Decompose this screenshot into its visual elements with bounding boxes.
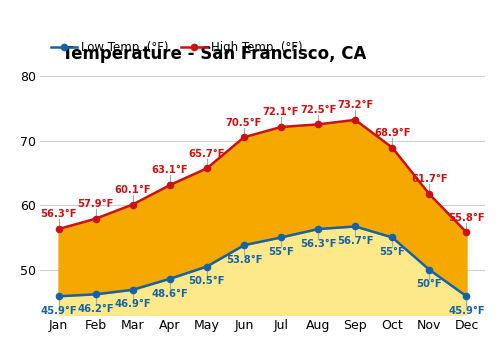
Text: 56.3°F: 56.3°F (40, 209, 77, 219)
Text: 56.3°F: 56.3°F (300, 239, 337, 249)
Text: 56.7°F: 56.7°F (337, 236, 374, 246)
Text: 72.5°F: 72.5°F (300, 105, 337, 115)
Text: 63.1°F: 63.1°F (152, 166, 188, 175)
Text: 45.9°F: 45.9°F (448, 306, 485, 316)
Text: 72.1°F: 72.1°F (263, 107, 300, 117)
Text: 57.9°F: 57.9°F (78, 199, 114, 209)
Text: 55.8°F: 55.8°F (448, 212, 485, 223)
Text: 60.1°F: 60.1°F (114, 185, 151, 195)
Text: 68.9°F: 68.9°F (374, 128, 410, 138)
Legend: Low Temp. (°F), High Temp. (°F): Low Temp. (°F), High Temp. (°F) (46, 36, 308, 58)
Text: 55°F: 55°F (268, 247, 294, 257)
Text: 46.2°F: 46.2°F (78, 304, 114, 314)
Text: 48.6°F: 48.6°F (152, 288, 188, 299)
Text: Temperature - San Francisco, CA: Temperature - San Francisco, CA (62, 45, 366, 63)
Text: 65.7°F: 65.7°F (188, 149, 225, 159)
Text: 46.9°F: 46.9°F (114, 300, 151, 309)
Text: 70.5°F: 70.5°F (226, 118, 262, 128)
Text: 73.2°F: 73.2°F (337, 100, 374, 110)
Text: 45.9°F: 45.9°F (40, 306, 77, 316)
Text: 50.5°F: 50.5°F (188, 276, 225, 286)
Text: 50°F: 50°F (416, 279, 442, 289)
Text: 53.8°F: 53.8°F (226, 255, 262, 265)
Text: 55°F: 55°F (380, 247, 405, 257)
Text: 61.7°F: 61.7°F (411, 175, 448, 184)
